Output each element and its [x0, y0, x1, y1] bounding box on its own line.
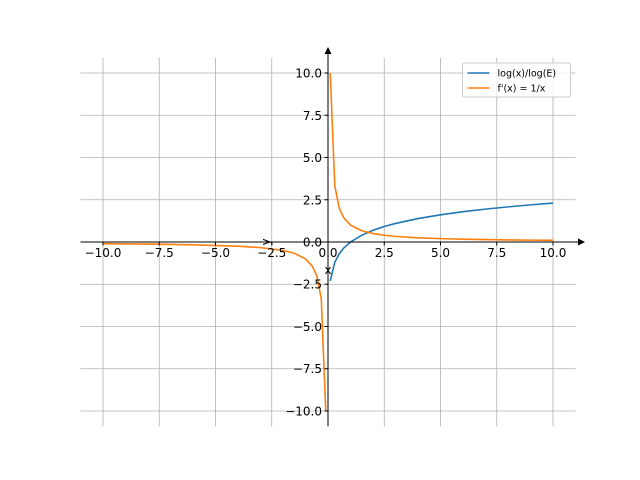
legend-label: f'(x) = 1/x: [498, 84, 546, 95]
y-tick-label: −5.0: [293, 320, 322, 334]
x-tick-label: 0.0: [318, 246, 337, 260]
x-tick-label: −10.0: [85, 246, 122, 260]
y-tick-label: −7.5: [293, 362, 322, 376]
x-axis-label: x: [324, 263, 331, 277]
line-series: [329, 202, 554, 282]
x-tick-label: 2.5: [375, 246, 394, 260]
x-tick-label: −7.5: [145, 246, 174, 260]
y-tick-label: 10.0: [295, 67, 322, 81]
y-axis-arrow: [324, 47, 332, 54]
legend-label: log(x)/log(E): [498, 69, 557, 80]
y-tick-label: 7.5: [303, 109, 322, 123]
y-tick-label: 2.5: [303, 193, 322, 207]
x-tick-label: 10.0: [540, 246, 567, 260]
x-tick-label: −5.0: [201, 246, 230, 260]
y-tick-label: 5.0: [303, 151, 322, 165]
y-axis-label: y: [259, 238, 273, 245]
x-axis-arrow: [578, 238, 585, 246]
y-tick-label: −10.0: [285, 404, 322, 418]
x-tick-label: −2.5: [257, 246, 286, 260]
x-tick-label: 7.5: [487, 246, 506, 260]
line-series: [102, 72, 554, 412]
y-tick-label: −2.5: [293, 278, 322, 292]
y-tick-label: 0.0: [303, 236, 322, 250]
x-tick-label: 5.0: [431, 246, 450, 260]
